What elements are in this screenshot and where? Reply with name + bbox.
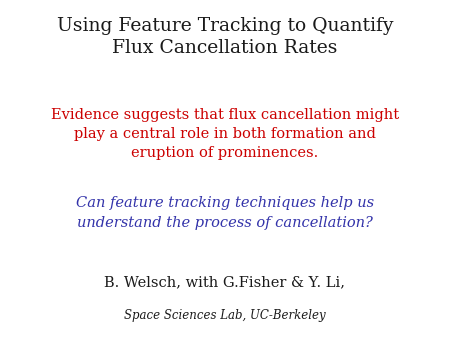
Text: Space Sciences Lab, UC-Berkeley: Space Sciences Lab, UC-Berkeley <box>124 309 326 322</box>
Text: Using Feature Tracking to Quantify
Flux Cancellation Rates: Using Feature Tracking to Quantify Flux … <box>57 17 393 57</box>
Text: Can feature tracking techniques help us
understand the process of cancellation?: Can feature tracking techniques help us … <box>76 196 374 230</box>
Text: Evidence suggests that flux cancellation might
play a central role in both forma: Evidence suggests that flux cancellation… <box>51 108 399 160</box>
Text: B. Welsch, with G.Fisher & Y. Li,: B. Welsch, with G.Fisher & Y. Li, <box>104 275 346 289</box>
